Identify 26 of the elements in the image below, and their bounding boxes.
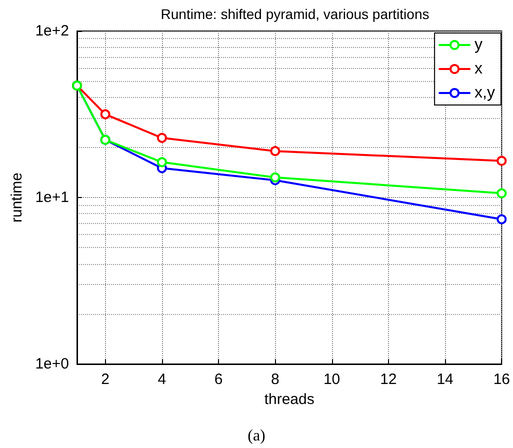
x-axis-title: threads — [264, 390, 314, 408]
point — [496, 156, 507, 166]
y-tick-label: 1e+0 — [35, 356, 69, 372]
y-axis-title: runtime — [8, 172, 26, 223]
x-tick-label: 2 — [101, 371, 110, 388]
y-tick-label: 1e+2 — [35, 22, 69, 40]
x-tick-label: 8 — [271, 371, 280, 388]
x-tick-label: 4 — [158, 371, 166, 388]
point — [496, 214, 507, 224]
x-tick-label: 16 — [493, 371, 510, 388]
point — [100, 109, 110, 120]
text: (a) — [248, 428, 266, 444]
point — [496, 188, 507, 198]
y-tick-label: 1e+1 — [35, 189, 69, 206]
point — [270, 146, 280, 156]
x-tick-label: 6 — [214, 371, 223, 388]
chart-title: Runtime: shifted pyramid, various partitions — [160, 6, 430, 22]
legend-label: x — [474, 60, 483, 78]
x-tick-label: 12 — [380, 371, 397, 388]
point — [156, 157, 167, 168]
x-tick-label: 10 — [323, 371, 340, 388]
legend-label: y — [474, 36, 483, 54]
point — [156, 132, 167, 143]
point — [270, 172, 280, 182]
x-tick-label: 14 — [436, 371, 454, 388]
legend-label: x,y — [474, 84, 496, 102]
